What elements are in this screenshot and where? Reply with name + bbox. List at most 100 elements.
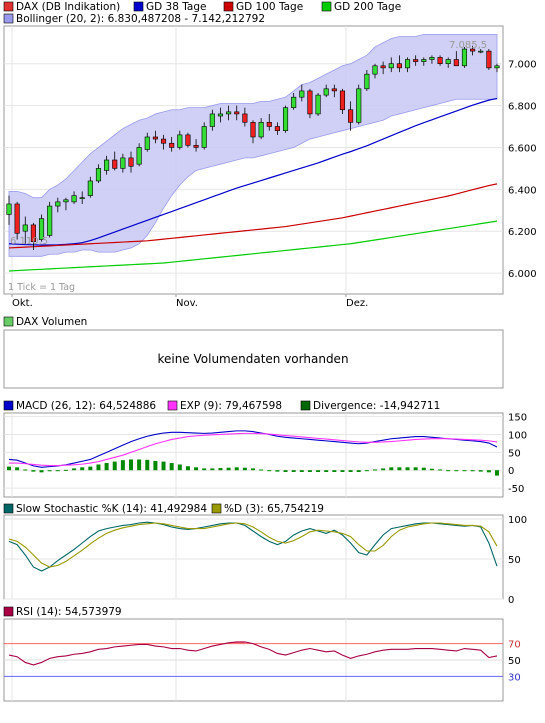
divergence-bar: [454, 470, 459, 472]
divergence-bar: [137, 459, 142, 471]
divergence-bar: [421, 467, 426, 471]
divergence-bar: [495, 470, 499, 476]
candle-body: [348, 109, 354, 123]
macd-panel: MACD (26, 12): 64,524886 EXP (9): 79,467…: [3, 400, 527, 498]
candle-body: [396, 63, 402, 69]
divergence-bar: [55, 470, 60, 472]
high-label: 7.085,5: [449, 40, 487, 51]
divergence-bar: [153, 460, 158, 471]
candle-body: [242, 113, 248, 123]
divergence-bar: [364, 470, 369, 472]
rsi-legend: RSI (14): 54,573979: [16, 606, 122, 618]
candle-body: [274, 126, 280, 131]
candle-body: [372, 65, 378, 75]
divergence-bar: [234, 467, 239, 471]
divergence-bar: [15, 467, 20, 471]
stoch-legend-box-d: [211, 503, 222, 514]
main-legend-dax: DAX (DB Indikation): [16, 1, 120, 13]
stoch-legend-box-k: [3, 503, 14, 514]
candlesticks: [6, 45, 500, 251]
stoch-legend-d: %D (3): 65,754219: [224, 503, 324, 515]
stoch-grid: [4, 515, 503, 600]
main-xtick-label: Nov.: [176, 298, 198, 309]
macd-line: [8, 430, 498, 468]
divergence-bar: [470, 470, 475, 472]
rsi-line: [8, 641, 498, 666]
candle-body: [356, 88, 362, 123]
macd-legend-divergence: Divergence: -14,942711: [313, 400, 440, 412]
candle-body: [380, 65, 386, 69]
divergence-bar: [120, 460, 125, 471]
divergence-bar: [169, 463, 174, 471]
candle-body: [14, 203, 20, 234]
macd-legend-box-div: [300, 400, 311, 411]
divergence-bar: [486, 470, 491, 473]
candle-body: [429, 57, 435, 60]
bollinger-band-area: [8, 33, 498, 257]
volume-legend: DAX Volumen: [16, 316, 87, 328]
macd-divergence-bars: [7, 459, 499, 476]
candle-body: [6, 203, 12, 215]
divergence-bar: [23, 469, 28, 471]
main-ytick-label: 6.800: [508, 102, 537, 113]
divergence-bar: [177, 464, 182, 471]
macd-ytick-label: 50: [508, 448, 521, 459]
candle-body: [55, 201, 61, 207]
ma-line-gd38: [8, 97, 498, 246]
main-legend-box-gd38: [133, 1, 144, 12]
stoch-lines: [8, 521, 498, 572]
stoch-ytick-label: 50: [508, 555, 521, 566]
macd-legend-macd: MACD (26, 12): 64,524886: [16, 400, 156, 412]
candle-body: [226, 111, 232, 115]
stoch-panel: Slow Stochastic %K (14): 41,492984 %D (3…: [3, 503, 527, 606]
candle-body: [250, 122, 256, 138]
main-xtick-label: Okt.: [12, 298, 33, 309]
exp-line: [9, 432, 498, 467]
divergence-bar: [39, 470, 44, 473]
divergence-bar: [307, 470, 312, 472]
volume-legend-box: [3, 316, 14, 327]
rsi-lines: [8, 641, 498, 666]
candle-body: [282, 107, 289, 131]
divergence-bar: [72, 468, 77, 471]
candle-body: [323, 88, 329, 96]
candle-body: [193, 145, 199, 148]
main-legend-gd200: GD 200 Tage: [334, 1, 401, 13]
divergence-bar: [332, 470, 337, 472]
stoch-ytick-label: 100: [508, 515, 527, 526]
divergence-bar: [210, 468, 215, 471]
candle-body: [120, 157, 126, 169]
divergence-bar: [104, 463, 109, 471]
macd-ytick-label: 100: [508, 430, 527, 441]
divergence-bar: [446, 470, 451, 472]
candle-body: [128, 157, 134, 167]
divergence-bar: [31, 470, 36, 472]
divergence-bar: [161, 461, 166, 471]
stoch-k-line: [8, 521, 498, 572]
divergence-bar: [316, 470, 321, 472]
ma-line-gd100: [8, 183, 498, 249]
divergence-bar: [145, 459, 150, 471]
main-ytick-label: 6.400: [508, 185, 537, 196]
main-legend-box-gd100: [223, 1, 234, 12]
divergence-bar: [324, 470, 329, 472]
candle-body: [95, 168, 102, 182]
divergence-bar: [202, 468, 207, 471]
divergence-bar: [226, 467, 231, 471]
candle-body: [201, 126, 207, 148]
macd-legend-box: [3, 400, 14, 411]
ma-line-gd200: [8, 220, 498, 272]
candle-body: [266, 122, 272, 127]
candle-body: [177, 134, 183, 148]
candle-body: [144, 136, 150, 150]
candle-body: [63, 199, 69, 203]
main-ytick-label: 6.200: [508, 227, 537, 238]
divergence-bar: [478, 470, 483, 472]
candle-body: [79, 197, 85, 199]
divergence-bar: [63, 469, 68, 471]
candle-body: [453, 59, 459, 67]
candle-body: [421, 59, 427, 62]
candle-body: [339, 90, 346, 111]
candle-body: [470, 48, 476, 52]
